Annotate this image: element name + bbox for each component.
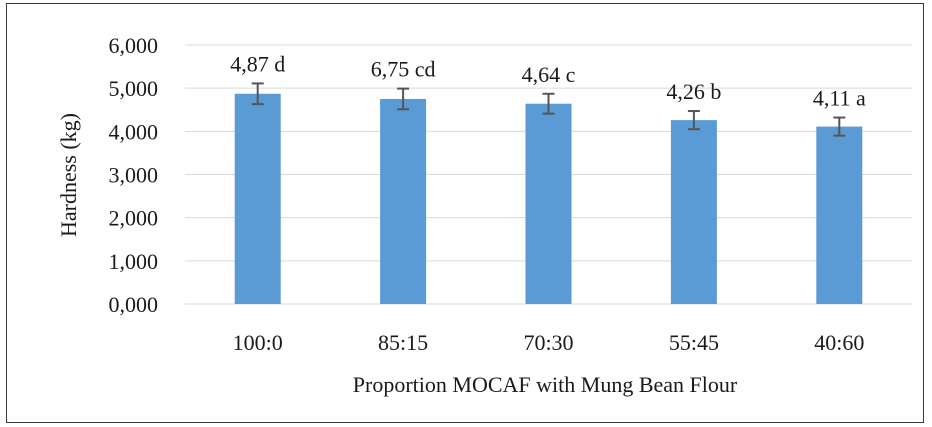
data-labels: 4,87 d 6,75 cd 4,64 c 4,26 b 4,11 a (230, 51, 866, 110)
data-label: 6,75 cd (371, 57, 436, 82)
chart-frame (6, 3, 924, 423)
bars (234, 93, 863, 305)
bar (380, 98, 427, 304)
x-tick-label: 85:15 (378, 330, 428, 355)
y-tick-label: 1,000 (109, 249, 159, 274)
bar (670, 120, 717, 304)
y-tick-label: 5,000 (109, 76, 159, 101)
x-tick-label: 40:60 (814, 330, 864, 355)
bar (525, 103, 572, 304)
data-label: 4,26 b (666, 79, 721, 104)
data-label: 4,11 a (813, 86, 866, 111)
x-tick-label: 70:30 (523, 330, 573, 355)
y-tick-label: 3,000 (109, 163, 159, 188)
x-axis-title: Proportion MOCAF with Mung Bean Flour (353, 372, 738, 397)
bar (816, 126, 863, 305)
x-axis-ticks: 100:0 85:15 70:30 55:45 40:60 (233, 330, 865, 355)
y-tick-label: 2,000 (109, 206, 159, 231)
data-label: 4,87 d (230, 51, 285, 76)
error-bars (251, 82, 846, 137)
y-axis-title: Hardness (kg) (56, 113, 81, 237)
bar (234, 93, 281, 304)
y-axis-ticks: 0,000 1,000 2,000 3,000 4,000 5,000 6,000 (109, 33, 159, 317)
y-tick-label: 0,000 (109, 292, 159, 317)
y-tick-label: 4,000 (109, 119, 159, 144)
x-tick-label: 55:45 (669, 330, 719, 355)
data-label: 4,64 c (522, 62, 576, 87)
y-tick-label: 6,000 (109, 33, 159, 58)
x-tick-label: 100:0 (233, 330, 283, 355)
